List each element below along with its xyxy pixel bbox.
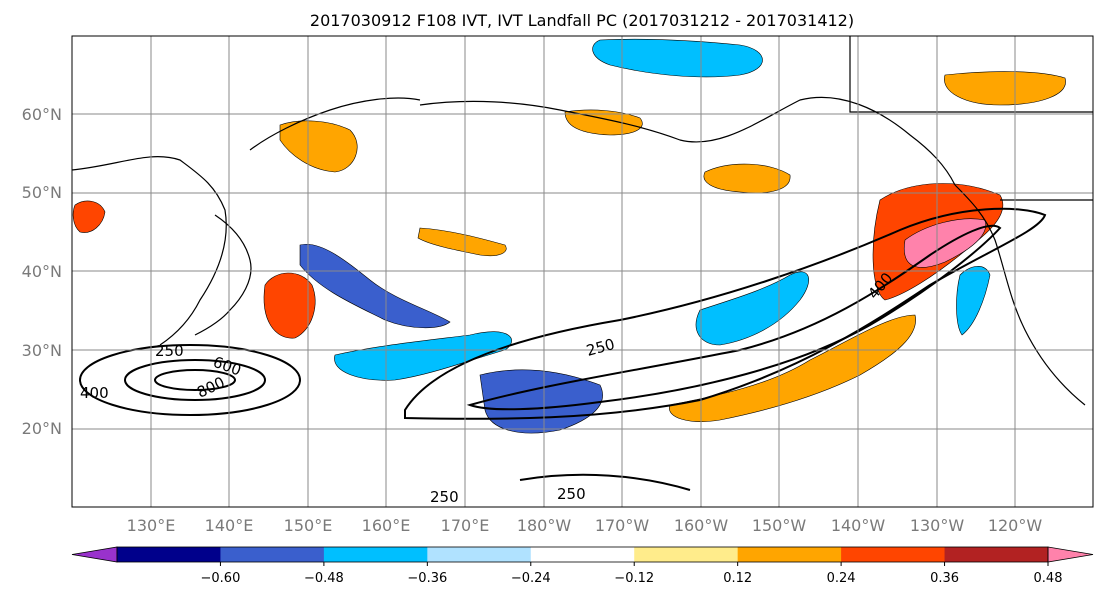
colorbar-box [737,547,842,562]
pos-anomaly-west-pacific [263,272,316,339]
contour-label: 250 [430,488,459,506]
colorbar: −0.60 −0.48 −0.36 −0.24 −0.12 0.12 0.24 0.36 0.4… [71,546,1094,586]
lon-label: 170°W [595,516,650,535]
pos-anomaly-gulf [703,163,791,194]
contour-250-west [79,344,301,416]
border-canada [849,36,1093,113]
colorbar-box [117,547,221,562]
colorbar-box [944,547,1049,562]
pos-anomaly-kamchatka [279,120,358,173]
map-frame [71,35,1094,508]
lon-label: 180°W [517,516,572,535]
coast-asia [72,156,227,346]
colorbar-tick-label: 0.48 [1034,571,1063,586]
colorbar-tick-label: −0.12 [614,571,654,586]
lon-labels: 130°E 140°E 150°E 160°E 170°E 180°W 170°… [127,516,1043,535]
neg-anomaly-us-west [956,266,991,336]
coast-japan [194,214,252,336]
colorbar-extend-min [71,546,118,563]
contour-label: 400 [80,384,109,402]
contour-label: 250 [155,342,184,360]
coast-kamchatka [249,97,421,151]
neg-anomaly-north-pacific [299,243,451,329]
pos-anomaly-asia [72,200,106,233]
colorbar-box [220,547,325,562]
colorbar-box [427,547,532,562]
lon-label: 170°E [441,516,490,535]
colorbar-box [841,547,946,562]
contour-400-ar [466,224,1002,411]
colorbar-tick-label: 0.36 [930,571,959,586]
colorbar-tick-label: −0.36 [407,571,447,586]
coast-alaska [419,96,956,186]
contour-250-south [519,473,691,491]
lat-label: 30°N [22,341,62,360]
lon-label: 150°E [284,516,333,535]
lon-label: 130°W [910,516,965,535]
lat-labels: 20°N 30°N 40°N 50°N 60°N [22,105,62,438]
pos-anomaly-bering [564,109,643,136]
lat-label: 50°N [22,183,62,202]
colorbar-box [634,547,739,562]
lon-label: 140°E [205,516,254,535]
pos-anomaly-ar-tail [669,314,916,422]
ivt-contours [79,207,1047,491]
colorbar-tick-label: 0.24 [827,571,856,586]
contour-250-ar [404,207,1047,420]
contour-800-west [154,369,236,391]
colorbar-frame [116,546,1049,563]
colorbar-box [530,547,635,562]
gridlines [72,36,1093,507]
contour-label: 250 [557,485,586,503]
neg-anomaly-alaska [592,38,763,78]
colorbar-tick-label: −0.48 [304,571,344,586]
map-panel: 250 600 400 800 250 400 250 250 [71,35,1094,508]
lon-label: 160°E [362,516,411,535]
lon-label: 140°W [831,516,886,535]
colorbar-tick-label: 0.12 [723,571,752,586]
neg-anomaly-east-pacific [695,271,809,346]
lat-label: 20°N [22,419,62,438]
contour-600-west [124,359,266,401]
lon-label: 160°W [674,516,729,535]
lat-label: 40°N [22,262,62,281]
lon-label: 150°W [752,516,807,535]
colorbar-tick-label: −0.60 [201,571,241,586]
colorbar-box [323,547,428,562]
lat-label: 60°N [22,105,62,124]
colorbar-tick-label: −0.24 [511,571,551,586]
colorbar-extend-max [1047,546,1094,563]
figure-title: 2017030912 F108 IVT, IVT Landfall PC (20… [310,11,854,30]
shaded-fields [72,38,1066,434]
pos-anomaly-streak [417,227,507,257]
pos-anomaly-canada [944,71,1066,106]
lon-label: 130°E [127,516,176,535]
lon-label: 120°W [988,516,1043,535]
